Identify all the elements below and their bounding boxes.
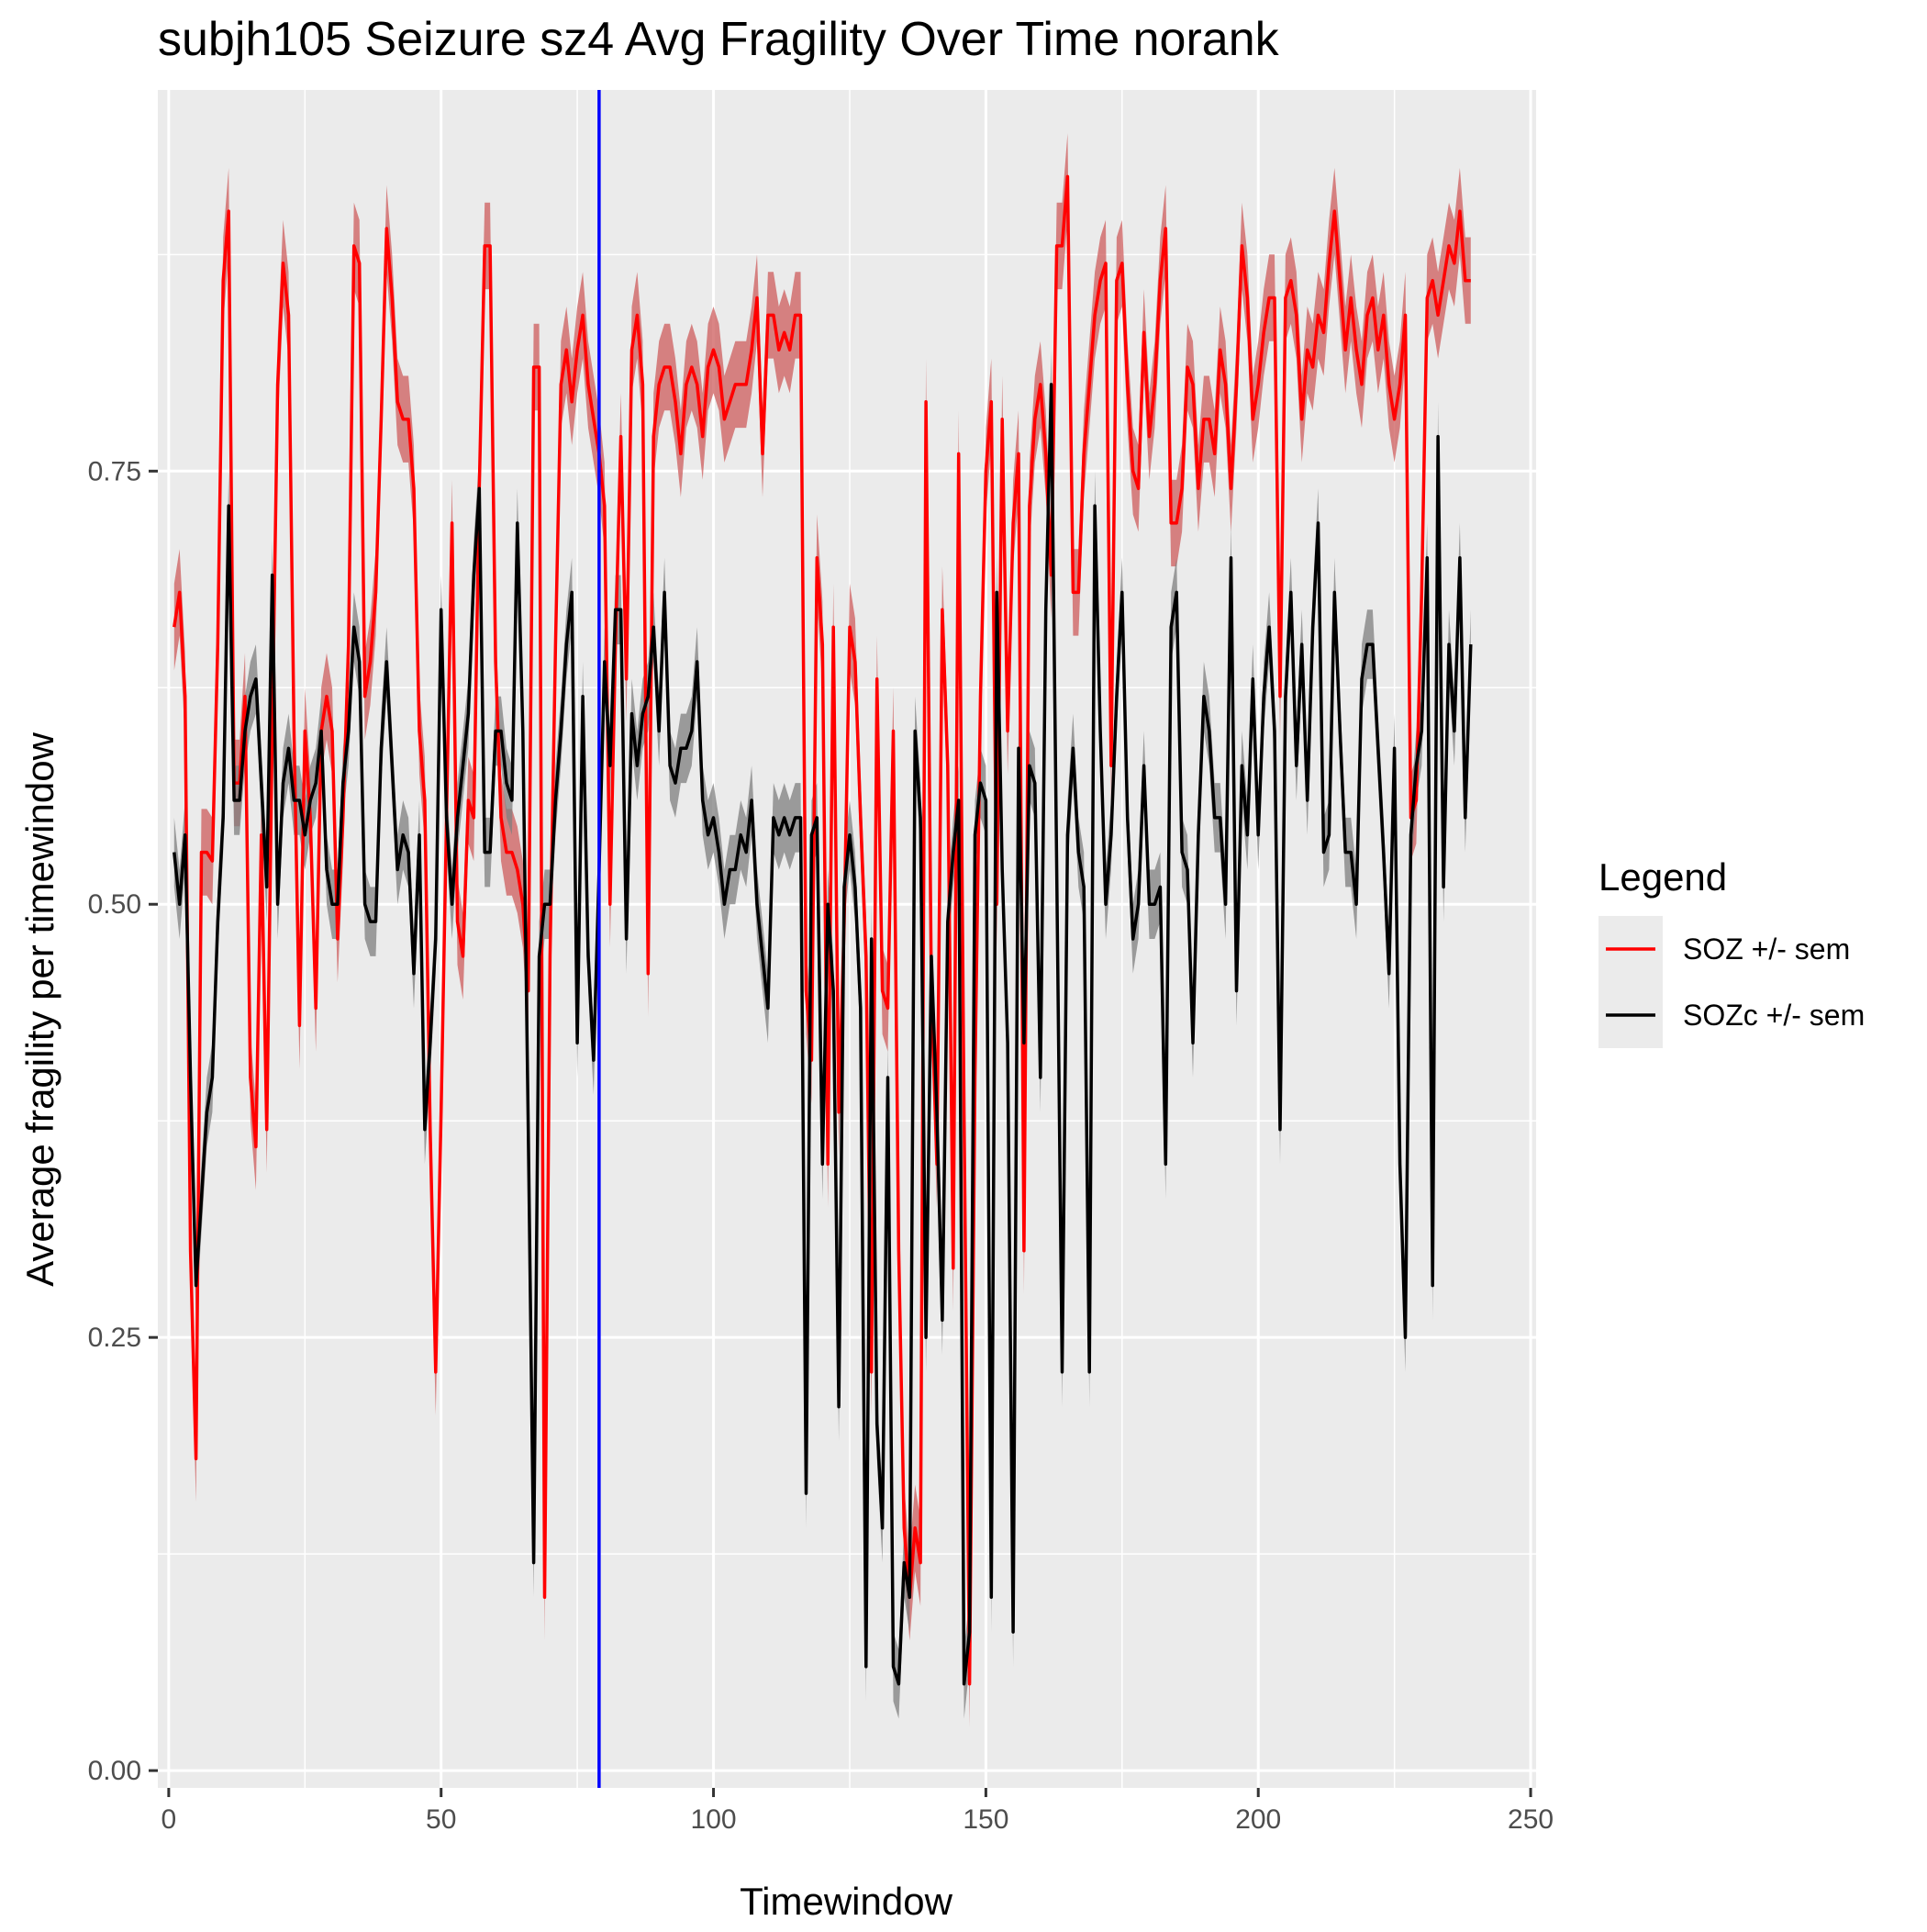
x-tick-label: 50 bbox=[426, 1804, 456, 1835]
series-lines bbox=[173, 174, 1473, 1686]
y-tick-label: 0.25 bbox=[88, 1323, 141, 1353]
y-tick-label: 0.50 bbox=[88, 889, 141, 920]
series-line-2 bbox=[173, 383, 1473, 1686]
legend: Legend SOZ +/- sem SOZc +/- sem bbox=[1598, 855, 1865, 1048]
axes: 0 50 100 150 200 250 0.00 0.25 0.50 0.75 bbox=[88, 456, 1554, 1835]
legend-label: SOZ +/- sem bbox=[1683, 932, 1850, 966]
x-tick-label: 250 bbox=[1508, 1804, 1554, 1835]
y-axis-title: Average fragility per timewindow bbox=[18, 731, 61, 1287]
y-tick-label: 0.75 bbox=[88, 456, 141, 486]
x-tick-label: 100 bbox=[691, 1804, 737, 1835]
x-tick-label: 150 bbox=[963, 1804, 1008, 1835]
series-line-1 bbox=[173, 174, 1471, 1686]
panel-background bbox=[158, 90, 1536, 1788]
x-tick-label: 200 bbox=[1235, 1804, 1281, 1835]
chart-title: subjh105 Seizure sz4 Avg Fragility Over … bbox=[158, 13, 1280, 66]
x-axis-title: Timewindow bbox=[740, 1880, 953, 1923]
x-tick-label: 0 bbox=[162, 1804, 177, 1835]
y-tick-label: 0.00 bbox=[88, 1756, 141, 1786]
legend-label: SOZc +/- sem bbox=[1683, 999, 1865, 1032]
plot-panel bbox=[158, 90, 1536, 1788]
legend-title: Legend bbox=[1598, 855, 1727, 899]
